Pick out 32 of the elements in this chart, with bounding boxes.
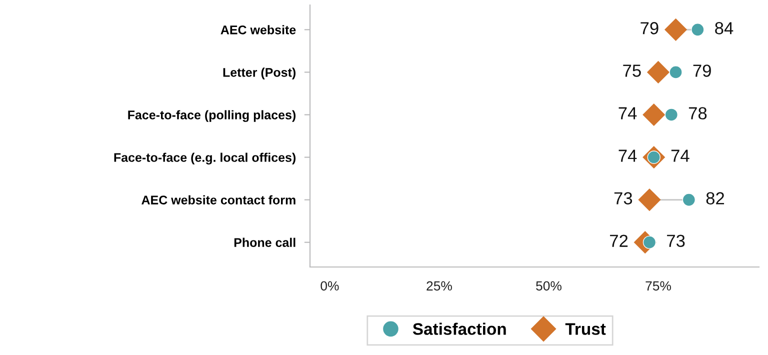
data-label: 82 xyxy=(706,192,724,204)
point xyxy=(642,104,666,126)
data-label: 74 xyxy=(618,107,637,120)
data-label: 75 xyxy=(623,64,641,77)
y-tick-label: Face-to-face (polling places) xyxy=(128,110,296,122)
y-tick-label: Letter (Post) xyxy=(223,68,296,80)
data-label: 73 xyxy=(667,234,685,247)
x-tick-label: 50% xyxy=(536,281,562,291)
data-label: 74 xyxy=(671,150,690,162)
point xyxy=(669,66,682,79)
x-tick-label: 0% xyxy=(320,281,339,291)
data-label: 73 xyxy=(614,192,632,204)
x-tick-label: 25% xyxy=(426,281,452,291)
point xyxy=(638,188,661,211)
point xyxy=(664,18,687,41)
data-label: 79 xyxy=(640,22,658,34)
point xyxy=(682,193,696,206)
legend-label: Trust xyxy=(565,323,606,335)
legend-label: Satisfaction xyxy=(412,322,506,335)
data-label: 84 xyxy=(715,22,734,34)
y-tick-label: Phone call xyxy=(234,238,296,247)
y-tick-label: AEC website contact form xyxy=(142,195,296,204)
y-tick-label: Face-to-face (e.g. local offices) xyxy=(114,152,296,164)
data-label: 78 xyxy=(688,107,707,120)
point xyxy=(647,61,670,84)
point xyxy=(664,108,678,122)
point xyxy=(691,23,704,36)
x-tick-label: 75% xyxy=(646,281,671,291)
y-tick-label: AEC website xyxy=(220,25,296,34)
data-label: 72 xyxy=(610,234,628,247)
data-label: 74 xyxy=(618,150,637,162)
data-label: 79 xyxy=(693,64,711,77)
